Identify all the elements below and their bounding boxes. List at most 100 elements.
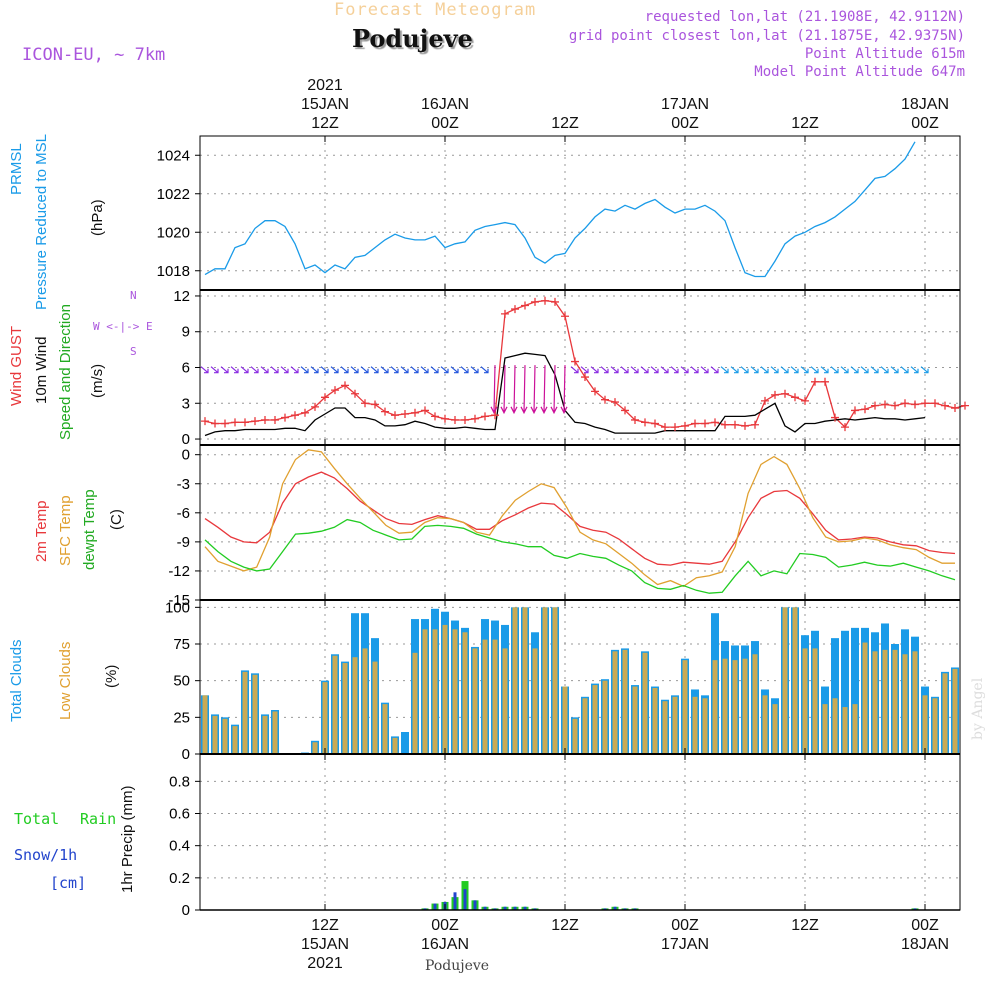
gust-marker [451, 415, 459, 424]
low-cloud-bar [712, 660, 718, 754]
t2m-line [204, 471, 956, 566]
snow-bar [503, 906, 507, 910]
low-cloud-bar [642, 652, 648, 754]
wind-unit-label: (m/s) [89, 363, 106, 398]
low-cloud-bar [772, 704, 778, 754]
snow-bar [633, 908, 637, 910]
wind-arrow [780, 366, 789, 374]
wind-arrow [470, 366, 479, 374]
requested-coords: requested lon,lat (21.1908E, 42.9112N) [644, 9, 965, 25]
low-cloud-bar [702, 698, 708, 754]
footer-location: Podujeve [425, 958, 490, 974]
y-tick-label: 0.4 [169, 838, 190, 855]
low-cloud-bar [472, 648, 478, 754]
low-cloud-bar [812, 648, 818, 754]
time-label-top: 00Z [671, 115, 699, 132]
snow-bar [603, 908, 607, 910]
wind-arrow [900, 366, 909, 374]
wind-arrow [730, 366, 739, 374]
y-tick-label: 1024 [157, 147, 190, 164]
low-cloud-bar [562, 686, 568, 754]
time-label-bottom: 15JAN [301, 936, 349, 953]
wind-arrow [770, 366, 779, 374]
low-cloud-bar [262, 715, 268, 754]
low-cloud-bar [872, 651, 878, 754]
gust-marker [591, 387, 599, 396]
snow-bar [523, 906, 527, 910]
low-cloud-bar [372, 661, 378, 754]
wind-arrow [440, 366, 449, 374]
gust-marker [841, 423, 849, 432]
gust-marker [881, 400, 889, 409]
low-cloud-bar [272, 711, 278, 754]
low-cloud-bar [912, 651, 918, 754]
gust-marker [551, 297, 559, 306]
snow-bar [513, 906, 517, 910]
gust-marker [231, 418, 239, 427]
gust-marker [651, 419, 659, 428]
low-cloud-bar [432, 629, 438, 754]
wind-arrow [570, 366, 579, 374]
compass-we: W <-|-> E [93, 320, 153, 333]
low-cloud-bar [792, 607, 798, 754]
wind-arrow [600, 366, 609, 374]
y-tick-label: 0 [182, 447, 190, 464]
low-cloud-bar [582, 698, 588, 754]
wind-arrow [880, 366, 889, 374]
wind-arrow [890, 366, 899, 374]
low-cloud-bar [922, 695, 928, 754]
gust-marker [411, 408, 419, 417]
low-cloud-bar [392, 737, 398, 754]
low-cloud-bar [332, 655, 338, 754]
wind-arrow [300, 366, 309, 374]
gust-marker [711, 418, 719, 427]
time-label-top: 2021 [307, 77, 343, 94]
low-clouds-label: Low Clouds [57, 641, 74, 720]
wind-arrow [790, 366, 799, 374]
low-cloud-bar [892, 649, 898, 754]
y-tick-label: 100 [165, 599, 190, 616]
wind-arrow [510, 365, 518, 415]
gust-line [204, 300, 966, 429]
wind-arrow [580, 366, 589, 374]
y-tick-label: 1020 [157, 224, 190, 241]
gust-marker [891, 401, 899, 410]
low-cloud-bar [482, 639, 488, 754]
gust-marker [341, 381, 349, 390]
gust-marker [961, 401, 969, 410]
wind-arrow [320, 366, 329, 374]
sfc-temp-line [204, 449, 955, 588]
wind-arrow [670, 366, 679, 374]
time-label-bottom: 00Z [431, 917, 459, 934]
wind-arrow [380, 366, 389, 374]
wind-arrow [210, 366, 219, 374]
time-label-bottom: 12Z [551, 917, 579, 934]
gust-marker [821, 377, 829, 386]
wind-arrow [520, 365, 528, 415]
gust-marker [801, 396, 809, 405]
gust-marker [571, 357, 579, 366]
low-cloud-bar [722, 658, 728, 754]
low-cloud-bar [602, 680, 608, 754]
gust-marker [921, 399, 929, 408]
wind-arrow [640, 366, 649, 374]
gust-marker [581, 373, 589, 382]
wind-arrow [700, 366, 709, 374]
gust-marker [791, 393, 799, 402]
wind-arrow [560, 365, 568, 415]
point-altitude: Point Altitude 615m [804, 46, 965, 62]
low-cloud-bar [222, 718, 228, 754]
time-label-top: 17JAN [661, 96, 709, 113]
time-label-top: 12Z [311, 115, 339, 132]
wind-arrow [690, 366, 699, 374]
gust-marker [441, 414, 449, 423]
gust-marker [301, 408, 309, 417]
prmsl-long-label: Pressure Reduced to MSL [33, 134, 50, 310]
gust-marker [401, 410, 409, 418]
low-cloud-bar [232, 726, 238, 754]
low-cloud-bar [492, 639, 498, 754]
wind-arrow [430, 366, 439, 374]
model-label: ICON-EU, ~ 7km [22, 45, 166, 65]
snow-bar [483, 906, 487, 910]
wind-arrow [460, 366, 469, 374]
